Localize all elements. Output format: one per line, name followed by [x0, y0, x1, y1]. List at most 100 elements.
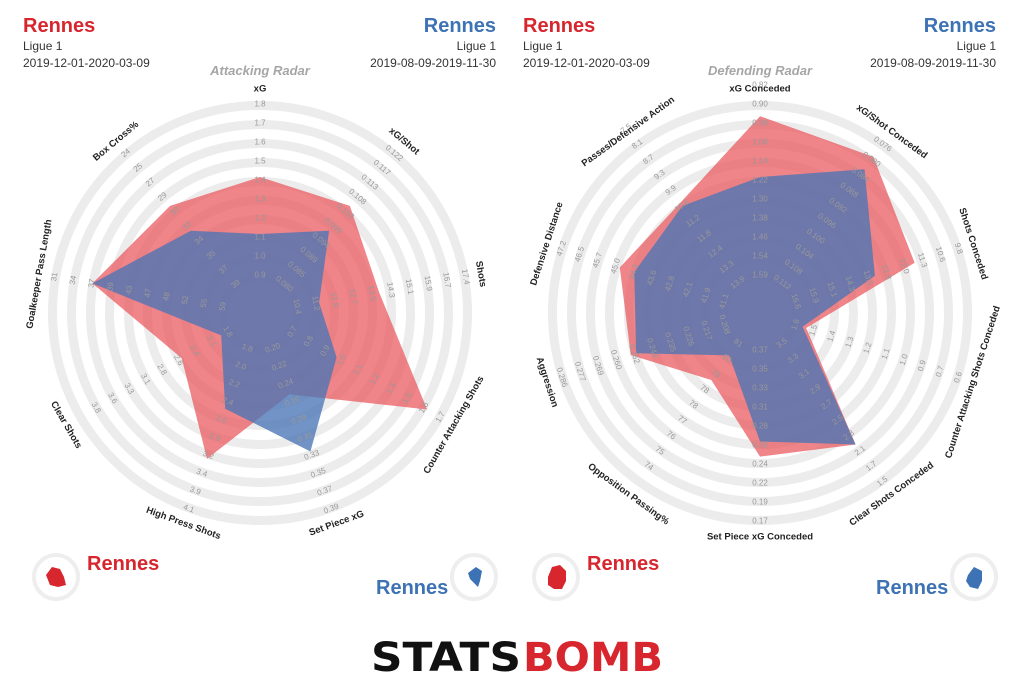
left-team-a-header: Rennes Ligue 1 2019-12-01-2020-03-09	[23, 14, 150, 72]
tick-label: 1.5	[807, 323, 819, 337]
right-team-b-name: Rennes	[923, 15, 996, 37]
left-radar-title: Attacking Radar	[210, 63, 310, 78]
tick-label: 1.5	[254, 157, 266, 166]
tick-label: 0.7	[934, 364, 946, 378]
tick-label: 1.2	[254, 214, 266, 223]
tick-label: 0.24	[752, 460, 768, 469]
tick-label: 0.28	[752, 422, 768, 431]
tick-label: 10.4	[292, 298, 304, 315]
tick-label: 2.9	[208, 431, 222, 443]
tick-label: 0.17	[752, 517, 768, 526]
right-legend-badge-team-a	[532, 553, 580, 601]
tick-label: 37	[87, 278, 98, 289]
tick-label: 1.06	[752, 138, 768, 147]
tick-label: 1.46	[752, 233, 768, 242]
tick-label: 0.90	[752, 100, 768, 109]
tick-label: 0.6	[952, 370, 964, 384]
tick-label: 1.59	[752, 271, 768, 280]
tick-label: 1.0	[898, 352, 910, 366]
axis-label: xG	[254, 84, 267, 95]
tick-label: 1.14	[752, 157, 768, 166]
tick-label: 11.2	[310, 295, 322, 312]
right-team-a-period: 2019-12-01-2020-03-09	[523, 56, 650, 70]
attacking-radar-chart: 0.91.01.11.21.31.41.51.61.71.8xG0.0800.0…	[24, 84, 488, 543]
series-team-b-area	[92, 230, 337, 452]
tick-label: 47.2	[555, 239, 569, 257]
tick-label: 3.2	[202, 449, 216, 461]
axis-label: xG Conceded	[729, 84, 790, 95]
right-legend-team-b: Rennes	[876, 577, 949, 599]
tick-label: 1.22	[752, 176, 768, 185]
tick-label: 34	[68, 274, 79, 285]
tick-label: 1.54	[752, 252, 768, 261]
tick-label: 16.7	[441, 272, 453, 289]
logo-part-stats: STATS	[371, 635, 521, 677]
tick-label: 1.6	[254, 138, 266, 147]
tick-label: 0.31	[752, 403, 768, 412]
tick-label: 39	[105, 281, 116, 292]
right-team-a-name: Rennes	[523, 15, 596, 37]
left-legend-badge-team-a	[32, 553, 80, 601]
tick-label: 0.98	[752, 119, 768, 128]
tick-label: 17.4	[460, 268, 472, 285]
left-team-b-name: Rennes	[423, 15, 496, 37]
right-legend-team-a: Rennes	[587, 553, 660, 575]
tick-label: 1.0	[254, 252, 266, 261]
tick-label: 0.260	[609, 349, 624, 371]
defending-radar-chart: 1.591.541.461.381.301.221.141.060.980.90…	[528, 81, 1003, 543]
left-legend-team-a: Rennes	[87, 553, 160, 575]
tick-label: 1.4	[825, 329, 837, 343]
tick-label: 14.3	[385, 281, 397, 298]
tick-label: 1.1	[880, 347, 892, 361]
tick-label: 1.30	[752, 195, 768, 204]
tick-label: 1.3	[844, 335, 856, 349]
radar-shape-icon	[468, 567, 482, 587]
tick-label: 48	[161, 291, 172, 302]
tick-label: 0.19	[752, 498, 768, 507]
tick-label: 0.26	[752, 441, 768, 450]
left-team-b-period: 2019-08-09-2019-11-30	[370, 56, 496, 70]
tick-label: 31	[49, 271, 60, 282]
tick-label: 2.4	[221, 395, 235, 407]
tick-label: 4.1	[182, 502, 196, 514]
right-team-b-header: Rennes Ligue 1 2019-08-09-2019-11-30	[846, 14, 996, 72]
left-team-a-league: Ligue 1	[23, 39, 63, 53]
radar-ring	[105, 158, 415, 468]
tick-label: 1.7	[254, 119, 266, 128]
radar-ring	[48, 101, 472, 525]
tick-label: 1.8	[241, 342, 255, 354]
tick-label: 0.82	[752, 81, 768, 90]
tick-label: 1.38	[752, 214, 768, 223]
right-radar-title: Defending Radar	[707, 63, 812, 78]
series-team-b-area	[634, 169, 875, 445]
tick-label: 43	[124, 284, 135, 295]
axis-label: Set Piece xG Conceded	[707, 532, 813, 543]
tick-label: 1.6	[789, 317, 801, 331]
tick-label: 59	[217, 301, 228, 312]
radar-shape-icon	[548, 565, 566, 589]
tick-label: 0.9	[916, 358, 928, 372]
axis-label: Shots	[473, 260, 488, 288]
tick-label: 0.269	[591, 355, 606, 377]
tick-label: 0.35	[752, 365, 768, 374]
tick-label: 2.0	[234, 360, 248, 372]
tick-label: 0.286	[555, 366, 570, 388]
left-legend-team-b: Rennes	[376, 577, 449, 599]
logo-part-bomb: BOMB	[523, 635, 663, 677]
tick-label: 0.9	[254, 271, 266, 280]
tick-label: 45.7	[591, 251, 605, 269]
tick-label: 15.1	[404, 278, 416, 295]
right-team-b-league: Ligue 1	[956, 39, 996, 53]
tick-label: 55	[199, 297, 210, 308]
radar-ring	[548, 101, 972, 525]
tick-label: 1.3	[254, 195, 266, 204]
axis-label: Box Cross%	[91, 119, 141, 164]
tick-label: 15.9	[423, 275, 435, 292]
right-team-b-period: 2019-08-09-2019-11-30	[870, 56, 996, 70]
left-team-b-league: Ligue 1	[456, 39, 496, 53]
tick-label: 52	[180, 294, 191, 305]
tick-label: 0.33	[752, 384, 768, 393]
left-team-a-name: Rennes	[23, 15, 96, 37]
tick-label: 11.9	[329, 292, 341, 309]
radar-shape-icon	[966, 567, 982, 589]
